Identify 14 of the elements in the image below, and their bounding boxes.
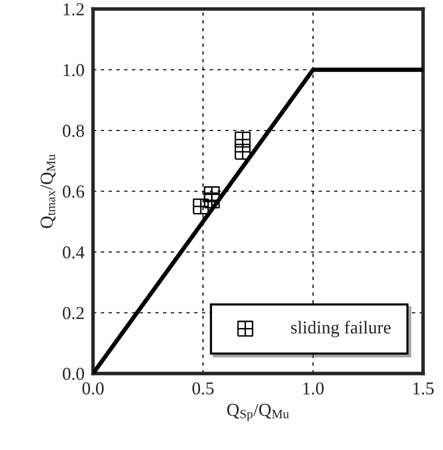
y-tick-label: 1.2 <box>64 3 84 16</box>
x-tick-label: 0.5 <box>192 382 214 395</box>
x-tick-label: 1.5 <box>413 382 434 395</box>
y-tick-label: 0.2 <box>62 307 84 320</box>
x-tick-label: 1.0 <box>303 382 324 395</box>
x-axis-title: Q$_{Sp}$/Q$_{Mu}$ <box>227 404 289 421</box>
y-tick-label: 0.0 <box>62 368 84 380</box>
y-tick-label: 0.6 <box>62 186 84 198</box>
y-axis-title: Q$_{tmax}$/Q$_{Mu}$ <box>40 154 56 228</box>
x-tick-label: 0.0 <box>82 382 104 395</box>
y-tick-label: 1.0 <box>64 64 84 76</box>
legend-label: sliding failure <box>291 320 391 338</box>
y-tick-label: 0.4 <box>62 246 84 259</box>
y-tick-label: 0.8 <box>62 124 84 138</box>
